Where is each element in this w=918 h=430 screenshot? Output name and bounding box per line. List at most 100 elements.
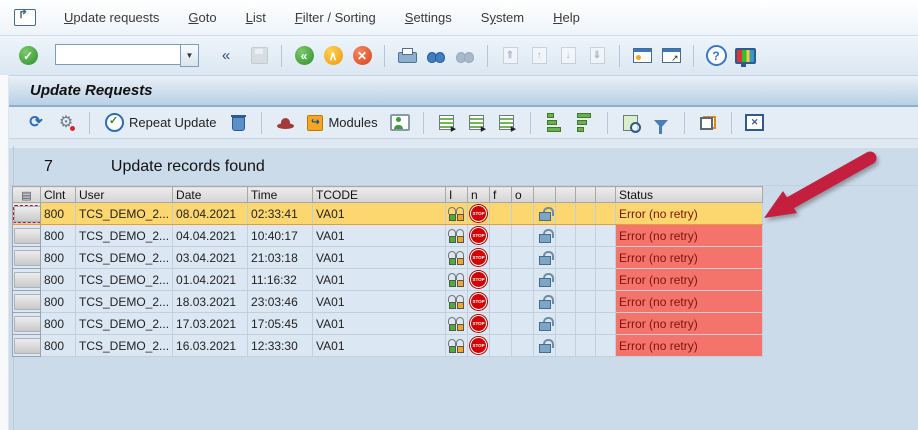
cell-lock[interactable] — [533, 224, 557, 247]
cell-info-o[interactable] — [511, 224, 535, 247]
row-select-cell[interactable] — [12, 202, 41, 225]
row-select-cell[interactable] — [12, 268, 41, 291]
search-button[interactable] — [619, 111, 643, 135]
cell-blank[interactable] — [555, 312, 577, 335]
cell-date[interactable]: 18.03.2021 — [172, 290, 249, 313]
cell-blank[interactable] — [555, 290, 577, 313]
new-session-button[interactable] — [630, 44, 654, 68]
cell-info-status[interactable] — [445, 268, 469, 291]
column-header-blank-9[interactable] — [533, 186, 557, 203]
cell-info-status[interactable] — [445, 312, 469, 335]
cell-info-stop[interactable]: STOP — [467, 224, 491, 247]
repeat-update-button[interactable]: Repeat Update — [101, 111, 220, 134]
cell-user[interactable]: TCS_DEMO_2... — [74, 312, 174, 335]
cell-info-f[interactable] — [489, 268, 513, 291]
find-button[interactable] — [424, 44, 448, 68]
column-header-date[interactable]: Date — [172, 186, 249, 203]
refresh-button[interactable]: ⟳ — [24, 111, 48, 135]
row-select-button[interactable] — [14, 315, 40, 332]
cell-blank[interactable] — [575, 334, 597, 357]
update-admin-button[interactable]: ⚙ — [54, 111, 78, 135]
column-header-time[interactable]: Time — [247, 186, 314, 203]
cell-info-f[interactable] — [489, 312, 513, 335]
copy-layout-button[interactable] — [696, 111, 720, 135]
cell-blank[interactable] — [595, 268, 617, 291]
cell-info-o[interactable] — [511, 268, 535, 291]
cell-blank[interactable] — [575, 246, 597, 269]
cell-user[interactable]: TCS_DEMO_2... — [74, 334, 174, 357]
cell-blank[interactable] — [575, 312, 597, 335]
cell-date[interactable]: 08.04.2021 — [172, 202, 249, 225]
sort-ascending-button[interactable] — [542, 111, 566, 135]
cell-status[interactable]: Error (no retry) — [615, 224, 764, 247]
column-header-i[interactable]: I — [445, 186, 469, 203]
cell-blank[interactable] — [595, 202, 617, 225]
cell-info-stop[interactable]: STOP — [467, 202, 491, 225]
column-header-user[interactable]: User — [74, 186, 174, 203]
cell-lock[interactable] — [533, 202, 557, 225]
cell-time[interactable]: 21:03:18 — [247, 246, 314, 269]
cell-lock[interactable] — [533, 290, 557, 313]
cell-clnt[interactable]: 800 — [40, 334, 76, 357]
cell-lock[interactable] — [533, 268, 557, 291]
cell-date[interactable]: 03.04.2021 — [172, 246, 249, 269]
cell-info-stop[interactable]: STOP — [467, 246, 491, 269]
cell-user[interactable]: TCS_DEMO_2... — [74, 268, 174, 291]
collapse-toolbar-button[interactable]: « — [221, 47, 231, 64]
cell-time[interactable]: 02:33:41 — [247, 202, 314, 225]
menu-item-list[interactable]: List — [245, 10, 266, 25]
cell-date[interactable]: 04.04.2021 — [172, 224, 249, 247]
menu-item-update-requests[interactable]: Update requests — [64, 10, 160, 25]
cell-info-f[interactable] — [489, 202, 513, 225]
cell-info-status[interactable] — [445, 202, 469, 225]
cell-status[interactable]: Error (no retry) — [615, 312, 764, 335]
cell-info-status[interactable] — [445, 290, 469, 313]
cell-blank[interactable] — [555, 202, 577, 225]
cell-tcode[interactable]: VA01 — [312, 202, 447, 225]
menu-item-settings[interactable]: Settings — [404, 10, 452, 25]
modules-button[interactable]: ↪ Modules — [303, 113, 381, 133]
cell-user[interactable]: TCS_DEMO_2... — [74, 246, 174, 269]
print-button[interactable] — [395, 44, 419, 68]
row-select-cell[interactable] — [12, 312, 41, 335]
create-shortcut-button[interactable] — [659, 44, 683, 68]
cell-clnt[interactable]: 800 — [40, 268, 76, 291]
row-select-button[interactable] — [14, 249, 40, 266]
user-sessions-button[interactable] — [388, 111, 412, 135]
command-dropdown-button[interactable]: ▼ — [180, 44, 199, 67]
cell-time[interactable]: 12:33:30 — [247, 334, 314, 357]
cell-info-stop[interactable]: STOP — [467, 290, 491, 313]
cell-tcode[interactable]: VA01 — [312, 312, 447, 335]
cell-info-f[interactable] — [489, 246, 513, 269]
cell-clnt[interactable]: 800 — [40, 312, 76, 335]
cell-status[interactable]: Error (no retry) — [615, 334, 764, 357]
cell-info-status[interactable] — [445, 246, 469, 269]
column-header-tcode[interactable]: TCODE — [312, 186, 447, 203]
cell-info-o[interactable] — [511, 290, 535, 313]
cell-info-status[interactable] — [445, 334, 469, 357]
select-detail-button-3[interactable] — [495, 111, 519, 135]
cell-blank[interactable] — [595, 246, 617, 269]
cell-clnt[interactable]: 800 — [40, 224, 76, 247]
cell-info-o[interactable] — [511, 334, 535, 357]
menu-item-filter-sorting[interactable]: Filter / Sorting — [294, 10, 376, 25]
enter-button[interactable]: ✓ — [16, 44, 40, 68]
cell-clnt[interactable]: 800 — [40, 290, 76, 313]
cell-lock[interactable] — [533, 312, 557, 335]
row-select-button[interactable] — [14, 271, 40, 288]
menu-item-system[interactable]: System — [480, 10, 525, 25]
display-button[interactable] — [273, 111, 297, 135]
filter-button[interactable] — [649, 111, 673, 135]
cell-info-f[interactable] — [489, 290, 513, 313]
cell-user[interactable]: TCS_DEMO_2... — [74, 224, 174, 247]
menu-item-help[interactable]: Help — [553, 10, 580, 25]
help-button[interactable]: ? — [704, 44, 728, 68]
column-header-clnt[interactable]: Clnt — [40, 186, 76, 203]
cell-status[interactable]: Error (no retry) — [615, 268, 764, 291]
system-menu-icon[interactable] — [14, 7, 36, 26]
cell-info-o[interactable] — [511, 202, 535, 225]
column-header-n[interactable]: n — [467, 186, 491, 203]
cell-user[interactable]: TCS_DEMO_2... — [74, 290, 174, 313]
cell-blank[interactable] — [575, 268, 597, 291]
row-select-cell[interactable] — [12, 246, 41, 269]
